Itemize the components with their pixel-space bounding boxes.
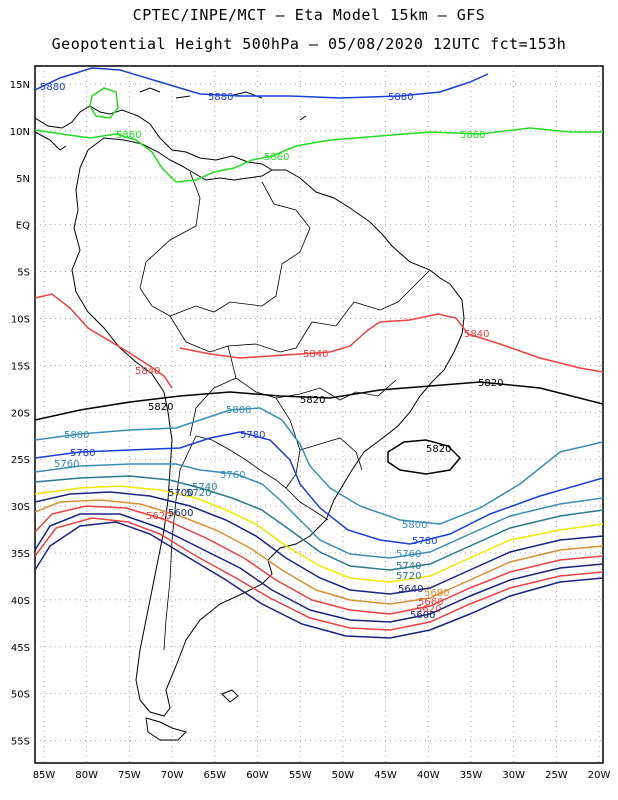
contour-label-5600: 5600 [410,610,435,621]
contour-label-5740: 5740 [396,561,421,572]
contour-label-5760: 5760 [396,549,421,560]
contour-5820-loop [387,439,462,475]
contour-label-5600: 5600 [168,508,193,519]
latitude-label: 25S [11,455,30,466]
central-america-coast [35,105,273,171]
contour-label-5880: 5880 [208,92,233,103]
contour-lines [35,67,603,639]
contour-label-5740: 5740 [192,482,217,493]
contour-label-5860: 5860 [460,130,485,141]
contour-5780 [35,431,603,545]
contour-label-5820: 5820 [300,395,325,406]
longitude-label: 30W [502,770,525,781]
contour-label-5760: 5760 [54,459,79,470]
contour-label-5620: 5620 [146,511,171,522]
contour-label-5780: 5780 [240,430,265,441]
caribbean-islands [139,87,307,121]
contour-5820 [35,381,603,421]
longitude-label: 75W [118,770,141,781]
contour-label-5820: 5820 [478,378,503,389]
contour-label-5760: 5760 [220,470,245,481]
central-america-pacific [35,131,67,151]
continent-outline [35,87,465,741]
contour-label-5680: 5680 [424,588,449,599]
contour-label-5860: 5860 [116,130,141,141]
chart-title-line2: Geopotential Height 500hPa – 05/08/2020 … [51,35,567,53]
contour-label-5800: 5800 [64,430,89,441]
contour-label-5720: 5720 [186,488,211,499]
latitude-label: 15N [10,80,30,91]
longitude-label: 45W [374,770,397,781]
latitude-label: 5S [17,268,30,279]
latitude-label: 10S [11,315,30,326]
contour-5620 [35,517,603,631]
latitude-label: 55S [11,737,30,748]
contour-label-5660: 5660 [418,597,443,608]
longitude-label: 50W [332,770,355,781]
latitude-label: EQ [16,221,30,232]
longitude-label: 60W [246,770,269,781]
contour-label-5640: 5640 [398,584,423,595]
contour-5800 [35,407,603,525]
contour-5600 [35,521,603,639]
longitude-label: 70W [161,770,184,781]
contour-label-5820: 5820 [148,402,173,413]
longitude-label: 80W [75,770,98,781]
contour-label-5720: 5720 [396,571,421,582]
contour-5860-north [35,127,603,183]
chart-title-line1: CPTEC/INPE/MCT – Eta Model 15km – GFS [132,6,486,24]
contour-label-5860: 5860 [264,152,289,163]
contour-5660 [35,505,603,615]
latitude-label: 15S [11,361,30,372]
latitude-label: 40S [11,596,30,607]
map-frame [34,65,604,764]
contour-5700 [35,491,603,595]
contour-5740 [35,475,603,571]
contour-label-5840: 5840 [464,329,489,340]
latitude-label: 35S [11,549,30,560]
contour-label-5780: 5780 [70,448,95,459]
latitude-label: 20S [11,408,30,419]
contour-label-5800: 5800 [402,520,427,531]
tierra-del-fuego [145,717,187,741]
contour-label-5700: 5700 [168,488,193,499]
longitude-label: 35W [460,770,483,781]
contour-label-5840: 5840 [135,366,160,377]
contour-label-5780: 5780 [412,536,437,547]
latitude-label: 10N [10,127,30,138]
longitude-label: 40W [417,770,440,781]
south-america-coast [71,137,465,717]
contour-label-5620: 5620 [416,604,441,615]
country-borders [139,171,431,651]
contour-label-5880: 5880 [40,82,65,93]
latitude-label: 50S [11,690,30,701]
contour-label-5800: 5800 [226,405,251,416]
longitude-label: 65W [203,770,226,781]
contour-5680 [35,499,603,605]
longitude-label: 85W [33,770,56,781]
latitude-label: 30S [11,502,30,513]
latitude-label: 5N [16,174,30,185]
contour-5640 [35,513,603,623]
contour-5760 [35,463,603,559]
contour-5880 [35,67,489,99]
longitude-label: 25W [545,770,568,781]
axis-labels: 15N 10N 5N EQ 5S 10S 15S 20S 25S 30S 35S 40S 45S 50S 5… [10,80,611,781]
contour-5720 [35,485,603,583]
contour-label-5840: 5840 [303,349,328,360]
falkland-islands [221,689,239,703]
contour-5840 [35,293,603,389]
longitude-label: 20W [588,770,611,781]
contour-labels: 5880 5880 5880 5860 5860 5860 5840 5840 … [40,82,503,621]
longitude-label: 55W [289,770,312,781]
latitude-label: 45S [11,643,30,654]
contour-label-5820: 5820 [426,444,451,455]
contour-5860-loop [89,87,119,119]
lat-lon-grid [35,66,603,763]
contour-label-5880: 5880 [388,92,413,103]
